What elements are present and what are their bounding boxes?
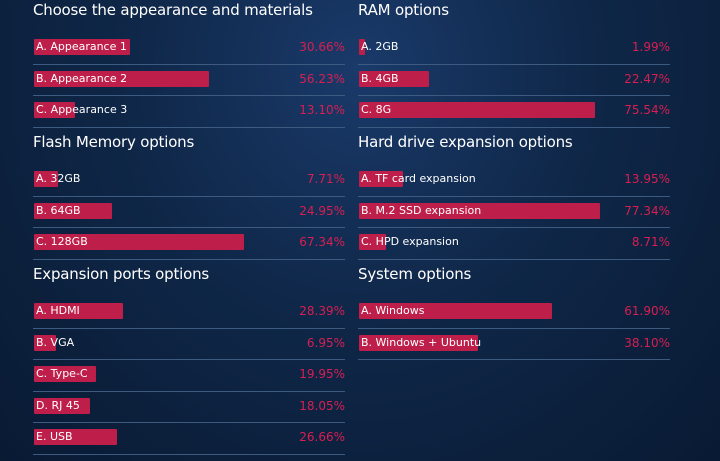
percentage-value: 38.10% [624,335,670,350]
percentage-value: 13.95% [624,172,670,186]
option-label: B. M.2 SSD expansion [361,203,482,217]
percentage-bar [359,234,387,250]
option-row: C. 8G 75.54% [358,96,670,128]
option-label: B. Windows + Ubuntu [361,335,482,349]
percentage-bar [34,429,118,445]
option-label: A. 2GB [361,40,399,53]
poll-system: System options A. Windows 61.90% B. Window… [358,264,670,360]
percentage-bar [359,334,478,351]
option-list: A. 32GB 7.71% B. 64GB 24.95% C. 128GB 67.34% [33,165,345,260]
percentage-bar [34,366,97,382]
percentage-value: 8.71% [631,235,670,249]
section-title: RAM options [358,1,449,19]
option-row: A. TF card expansion 13.95% [358,165,670,197]
option-list: A. Appearance 1 30.66% B. Appearance 2 56.2… [33,33,345,128]
option-row: A. Windows 61.90% [358,297,670,329]
percentage-value: 1.99% [631,40,670,54]
option-label: C. Appearance 3 [36,103,128,116]
percentage-value: 18.05% [299,398,345,413]
option-row: B. Windows + Ubuntu 38.10% [358,329,670,360]
option-list: A. 2GB 1.99% B. 4GB 22.47% C. 8G 75.54% [358,33,670,128]
option-label: C. 8G [361,103,392,116]
percentage-bar [34,171,59,187]
option-row: C. Type-C 19.95% [33,360,345,392]
section-title: Choose the appearance and materials [33,1,313,19]
option-row: E. USB 26.66% [33,423,345,455]
option-label: B. VGA [36,335,75,349]
poll-ram: RAM options A. 2GB 1.99% B. 4GB 22.47% C. 8G… [358,0,670,128]
percentage-bar [359,202,601,219]
percentage-bar [359,39,366,55]
percentage-bar [34,234,245,250]
option-row: C. Appearance 3 13.10% [33,96,345,128]
option-row: B. M.2 SSD expansion 77.34% [358,197,670,228]
percentage-bar [34,303,123,319]
option-row: B. VGA 6.95% [33,329,345,360]
option-row: B. 4GB 22.47% [358,65,670,96]
option-label: A. Appearance 1 [36,40,127,53]
percentage-value: 61.90% [624,304,670,318]
option-label: A. 32GB [36,172,81,185]
option-row: D. RJ 45 18.05% [33,392,345,423]
percentage-value: 56.23% [299,71,345,86]
percentage-value: 26.66% [299,430,345,444]
percentage-value: 77.34% [624,203,670,218]
percentage-bar [34,102,75,118]
poll-expansion-ports: Expansion ports options A. HDMI 28.39% B. … [33,264,345,455]
option-label: B. 4GB [361,71,399,85]
poll-flash-memory: Flash Memory options A. 32GB 7.71% B. 64GB… [33,132,345,260]
percentage-bar [34,39,130,55]
percentage-value: 24.95% [299,203,345,218]
option-row: B. Appearance 2 56.23% [33,65,345,96]
percentage-bar [359,303,553,319]
option-list: A. TF card expansion 13.95% B. M.2 SSD exp… [358,165,670,260]
option-label: E. USB [36,430,73,443]
percentage-value: 67.34% [299,235,345,249]
percentage-bar [34,202,112,219]
percentage-bar [34,70,210,87]
poll-appearance: Choose the appearance and materials A. A… [33,0,345,128]
option-label: C. HPD expansion [361,235,459,248]
option-label: A. TF card expansion [361,172,476,185]
percentage-value: 30.66% [299,40,345,54]
percentage-bar [359,70,430,87]
percentage-value: 28.39% [299,304,345,318]
option-row: C. HPD expansion 8.71% [358,228,670,260]
percentage-value: 22.47% [624,71,670,86]
option-row: A. 32GB 7.71% [33,165,345,197]
percentage-value: 19.95% [299,367,345,381]
percentage-value: 7.71% [306,172,345,186]
percentage-value: 13.10% [299,103,345,117]
option-row: A. Appearance 1 30.66% [33,33,345,65]
percentage-bar [359,171,403,187]
option-label: A. Windows [361,304,425,317]
section-title: System options [358,265,472,283]
poll-hard-drive: Hard drive expansion options A. TF card … [358,132,670,260]
option-label: B. Appearance 2 [36,71,128,85]
option-label: D. RJ 45 [36,398,80,412]
option-row: C. 128GB 67.34% [33,228,345,260]
option-row: B. 64GB 24.95% [33,197,345,228]
section-title: Flash Memory options [33,133,195,151]
percentage-bar [34,334,56,351]
percentage-value: 75.54% [624,103,670,117]
section-title: Expansion ports options [33,265,209,283]
option-label: C. 128GB [36,235,88,248]
section-title: Hard drive expansion options [358,133,573,151]
option-row: A. HDMI 28.39% [33,297,345,329]
option-label: A. HDMI [36,304,80,317]
option-list: A. Windows 61.90% B. Windows + Ubuntu 38.10… [358,297,670,360]
option-label: B. 64GB [36,203,81,217]
percentage-bar [34,397,91,414]
percentage-bar [359,102,595,118]
option-list: A. HDMI 28.39% B. VGA 6.95% C. Type-C 19.95% D… [33,297,345,455]
option-row: A. 2GB 1.99% [358,33,670,65]
percentage-value: 6.95% [306,335,345,350]
option-label: C. Type-C [36,367,88,380]
